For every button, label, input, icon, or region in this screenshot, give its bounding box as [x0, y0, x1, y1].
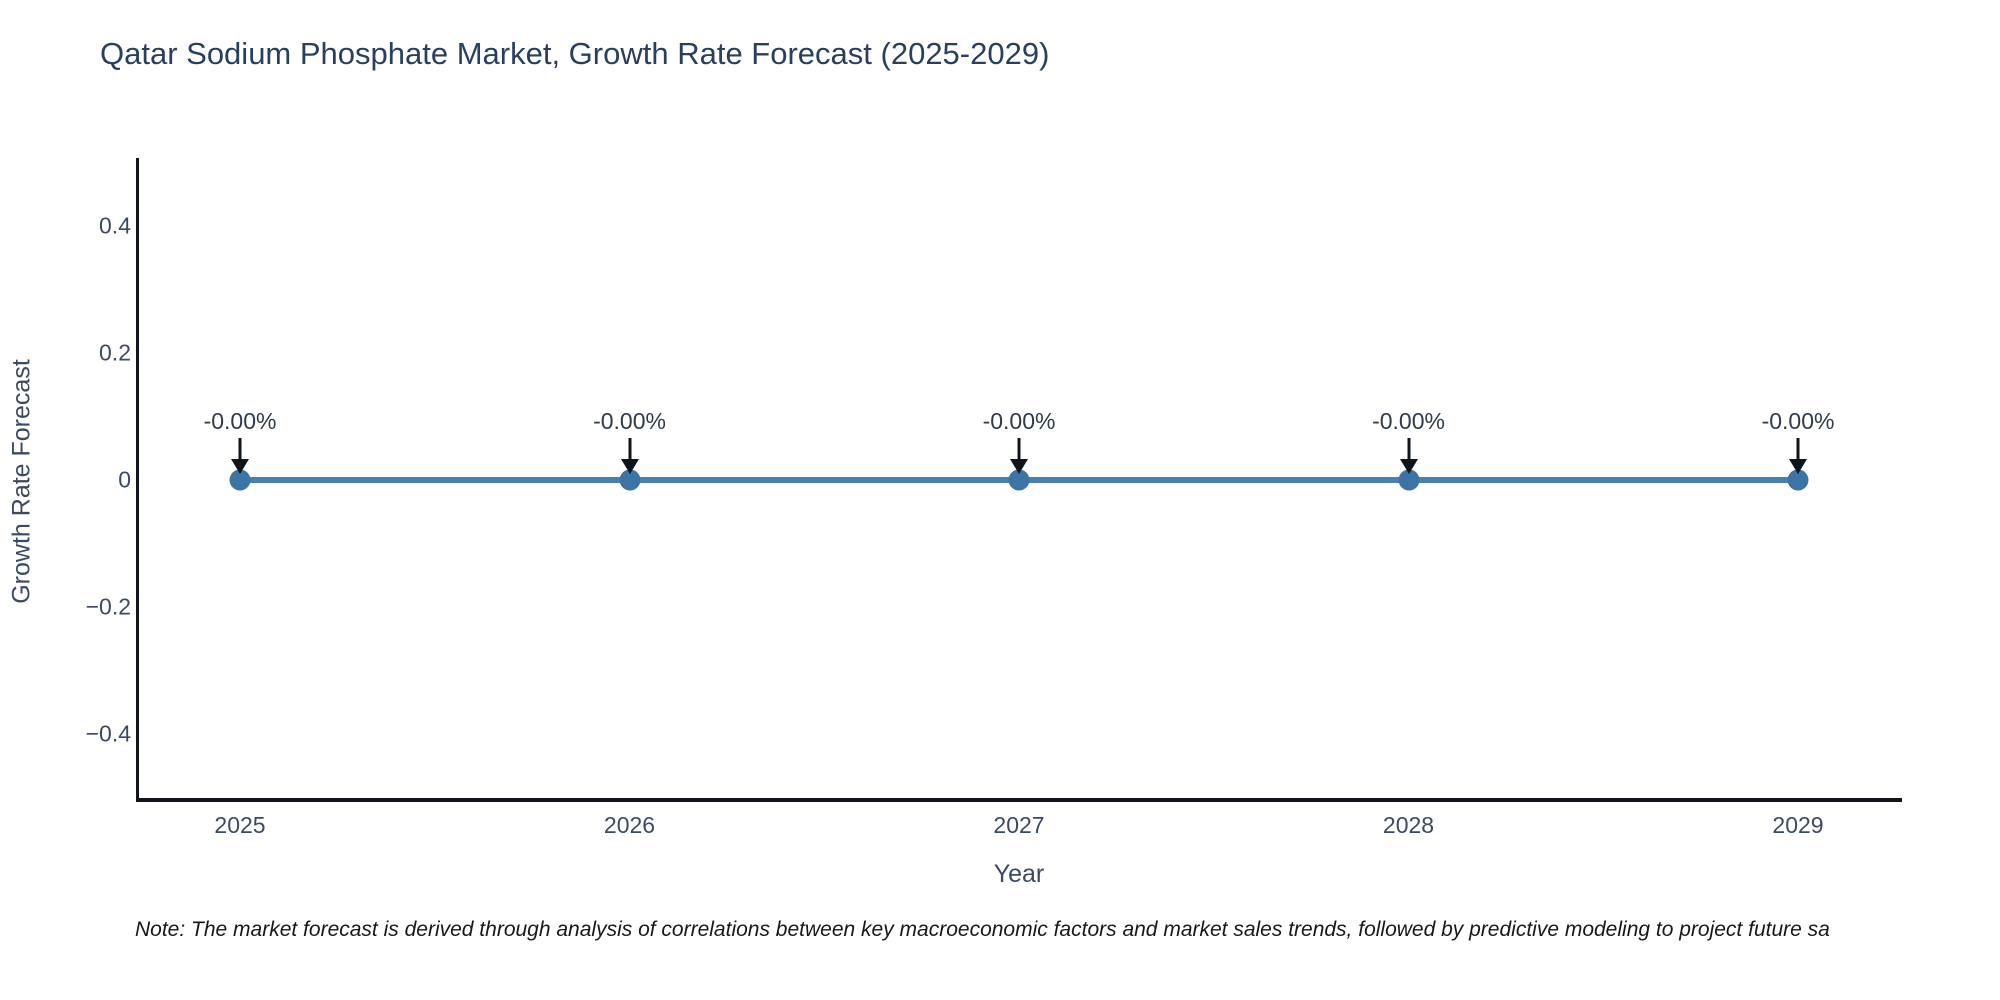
point-value-label: -0.00%	[1372, 408, 1445, 434]
annotation-arrow-shaft	[628, 438, 631, 462]
annotation-arrow-shaft	[1017, 438, 1021, 462]
annotation-arrow-shaft	[1407, 438, 1410, 462]
x-axis-line	[136, 798, 1902, 802]
data-point-marker	[1787, 469, 1809, 491]
annotation-arrow-shaft	[1796, 438, 1800, 462]
y-tick-label: 0.4	[99, 212, 131, 239]
data-point-marker	[1008, 469, 1030, 491]
y-tick-label: −0.4	[85, 720, 131, 747]
point-value-label: -0.00%	[203, 408, 277, 434]
data-point-marker	[229, 469, 251, 491]
annotation-arrow-head	[1789, 459, 1807, 474]
footnote: Note: The market forecast is derived thr…	[135, 918, 1830, 941]
point-value-label: -0.00%	[982, 408, 1056, 434]
chart-title: Qatar Sodium Phosphate Market, Growth Ra…	[100, 36, 1050, 71]
y-tick-label: −0.2	[85, 593, 131, 620]
x-tick-label: 2026	[603, 812, 656, 838]
point-value-label: -0.00%	[1761, 408, 1835, 434]
annotation-arrow-head	[620, 459, 639, 474]
annotation-arrow-head	[231, 459, 249, 474]
x-tick-label: 2027	[993, 812, 1045, 838]
y-tick-label: 0.2	[99, 339, 131, 366]
point-value-label: -0.00%	[593, 408, 666, 434]
annotation-arrow-head	[1399, 459, 1418, 474]
data-point-marker	[1398, 469, 1419, 491]
y-tick-label: 0	[118, 466, 131, 493]
y-axis-line	[136, 158, 139, 802]
x-tick-label: 2028	[1382, 812, 1435, 838]
x-tick-label: 2029	[1772, 812, 1824, 838]
annotation-arrow-head	[1010, 459, 1028, 474]
x-axis-title: Year	[993, 860, 1045, 888]
x-tick-label: 2025	[214, 812, 266, 838]
data-point-marker	[619, 469, 640, 491]
annotation-arrow-shaft	[238, 438, 242, 462]
